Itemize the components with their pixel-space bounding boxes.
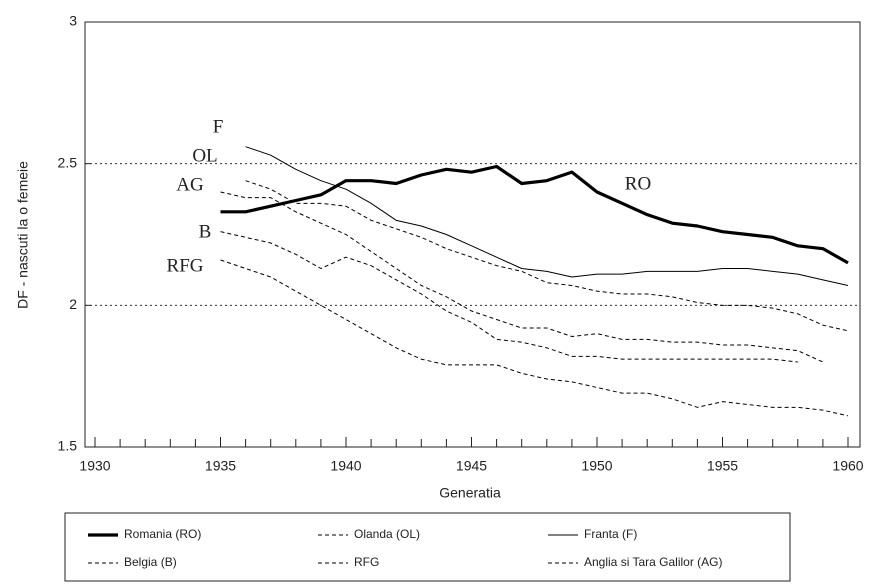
y-tick-label: 2.5	[58, 154, 78, 170]
series-line	[220, 259, 849, 417]
x-tick-label: 1935	[205, 458, 236, 474]
y-axis-label: DF - nascuti la o femeie	[15, 161, 31, 309]
legend-label: RFG	[354, 555, 379, 569]
x-axis-label: Generatia	[439, 485, 501, 501]
series-line	[220, 191, 824, 363]
series-line	[245, 146, 849, 286]
series-annotation: OL	[192, 145, 217, 166]
y-tick-label: 2	[69, 296, 77, 312]
x-tick-label: 1950	[581, 458, 612, 474]
legend-label: Belgia (B)	[124, 555, 177, 569]
legend-label: Romania (RO)	[124, 527, 201, 541]
legend-label: Franta (F)	[584, 527, 637, 541]
legend-label: Olanda (OL)	[354, 527, 420, 541]
plot-frame	[84, 21, 861, 448]
x-tick-label: 1930	[79, 458, 110, 474]
series-annotation: F	[213, 116, 224, 137]
y-tick-label: 3	[69, 13, 77, 29]
y-tick-label: 1.5	[58, 438, 78, 454]
legend-label: Anglia si Tara Galilor (AG)	[584, 555, 723, 569]
series-annotation: RFG	[167, 255, 204, 276]
series-annotation: AG	[176, 174, 204, 195]
series-annotation: B	[199, 221, 212, 242]
series-line	[220, 164, 849, 265]
series-line	[220, 231, 798, 363]
x-tick-label: 1955	[707, 458, 738, 474]
series-annotation: RO	[625, 173, 651, 194]
series-line	[245, 180, 849, 332]
legend	[64, 512, 791, 582]
x-tick-label: 1960	[832, 458, 863, 474]
x-tick-label: 1945	[456, 458, 487, 474]
x-tick-label: 1940	[330, 458, 361, 474]
